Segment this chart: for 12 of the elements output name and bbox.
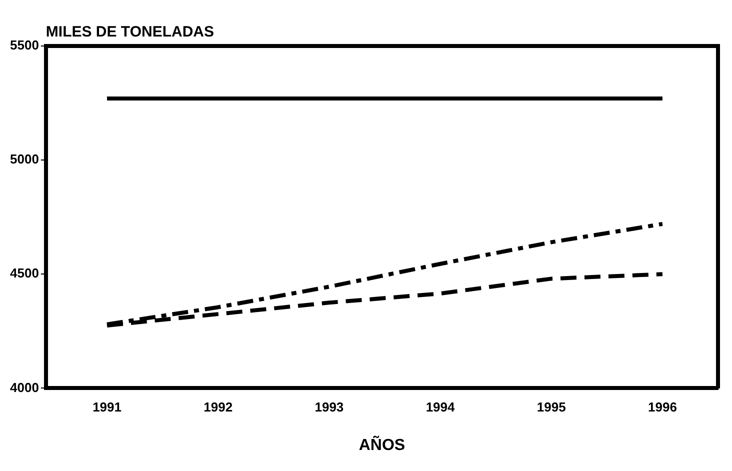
y-tick-label: 4500 xyxy=(10,266,39,281)
y-tick-label: 5500 xyxy=(10,38,39,53)
x-tick-label: 1991 xyxy=(92,400,122,415)
x-tick-label: 1995 xyxy=(536,400,566,415)
x-tick-label: 1996 xyxy=(648,400,677,415)
x-axis-title: AÑOS xyxy=(358,434,406,454)
x-tick-label: 1993 xyxy=(314,400,344,415)
x-tick-label: 1992 xyxy=(204,400,233,415)
y-axis-title: MILES DE TONELADAS xyxy=(46,24,214,41)
y-tick-label: 4000 xyxy=(10,380,39,395)
x-tick-label: 1994 xyxy=(426,400,456,415)
y-tick-label: 5000 xyxy=(10,152,39,167)
